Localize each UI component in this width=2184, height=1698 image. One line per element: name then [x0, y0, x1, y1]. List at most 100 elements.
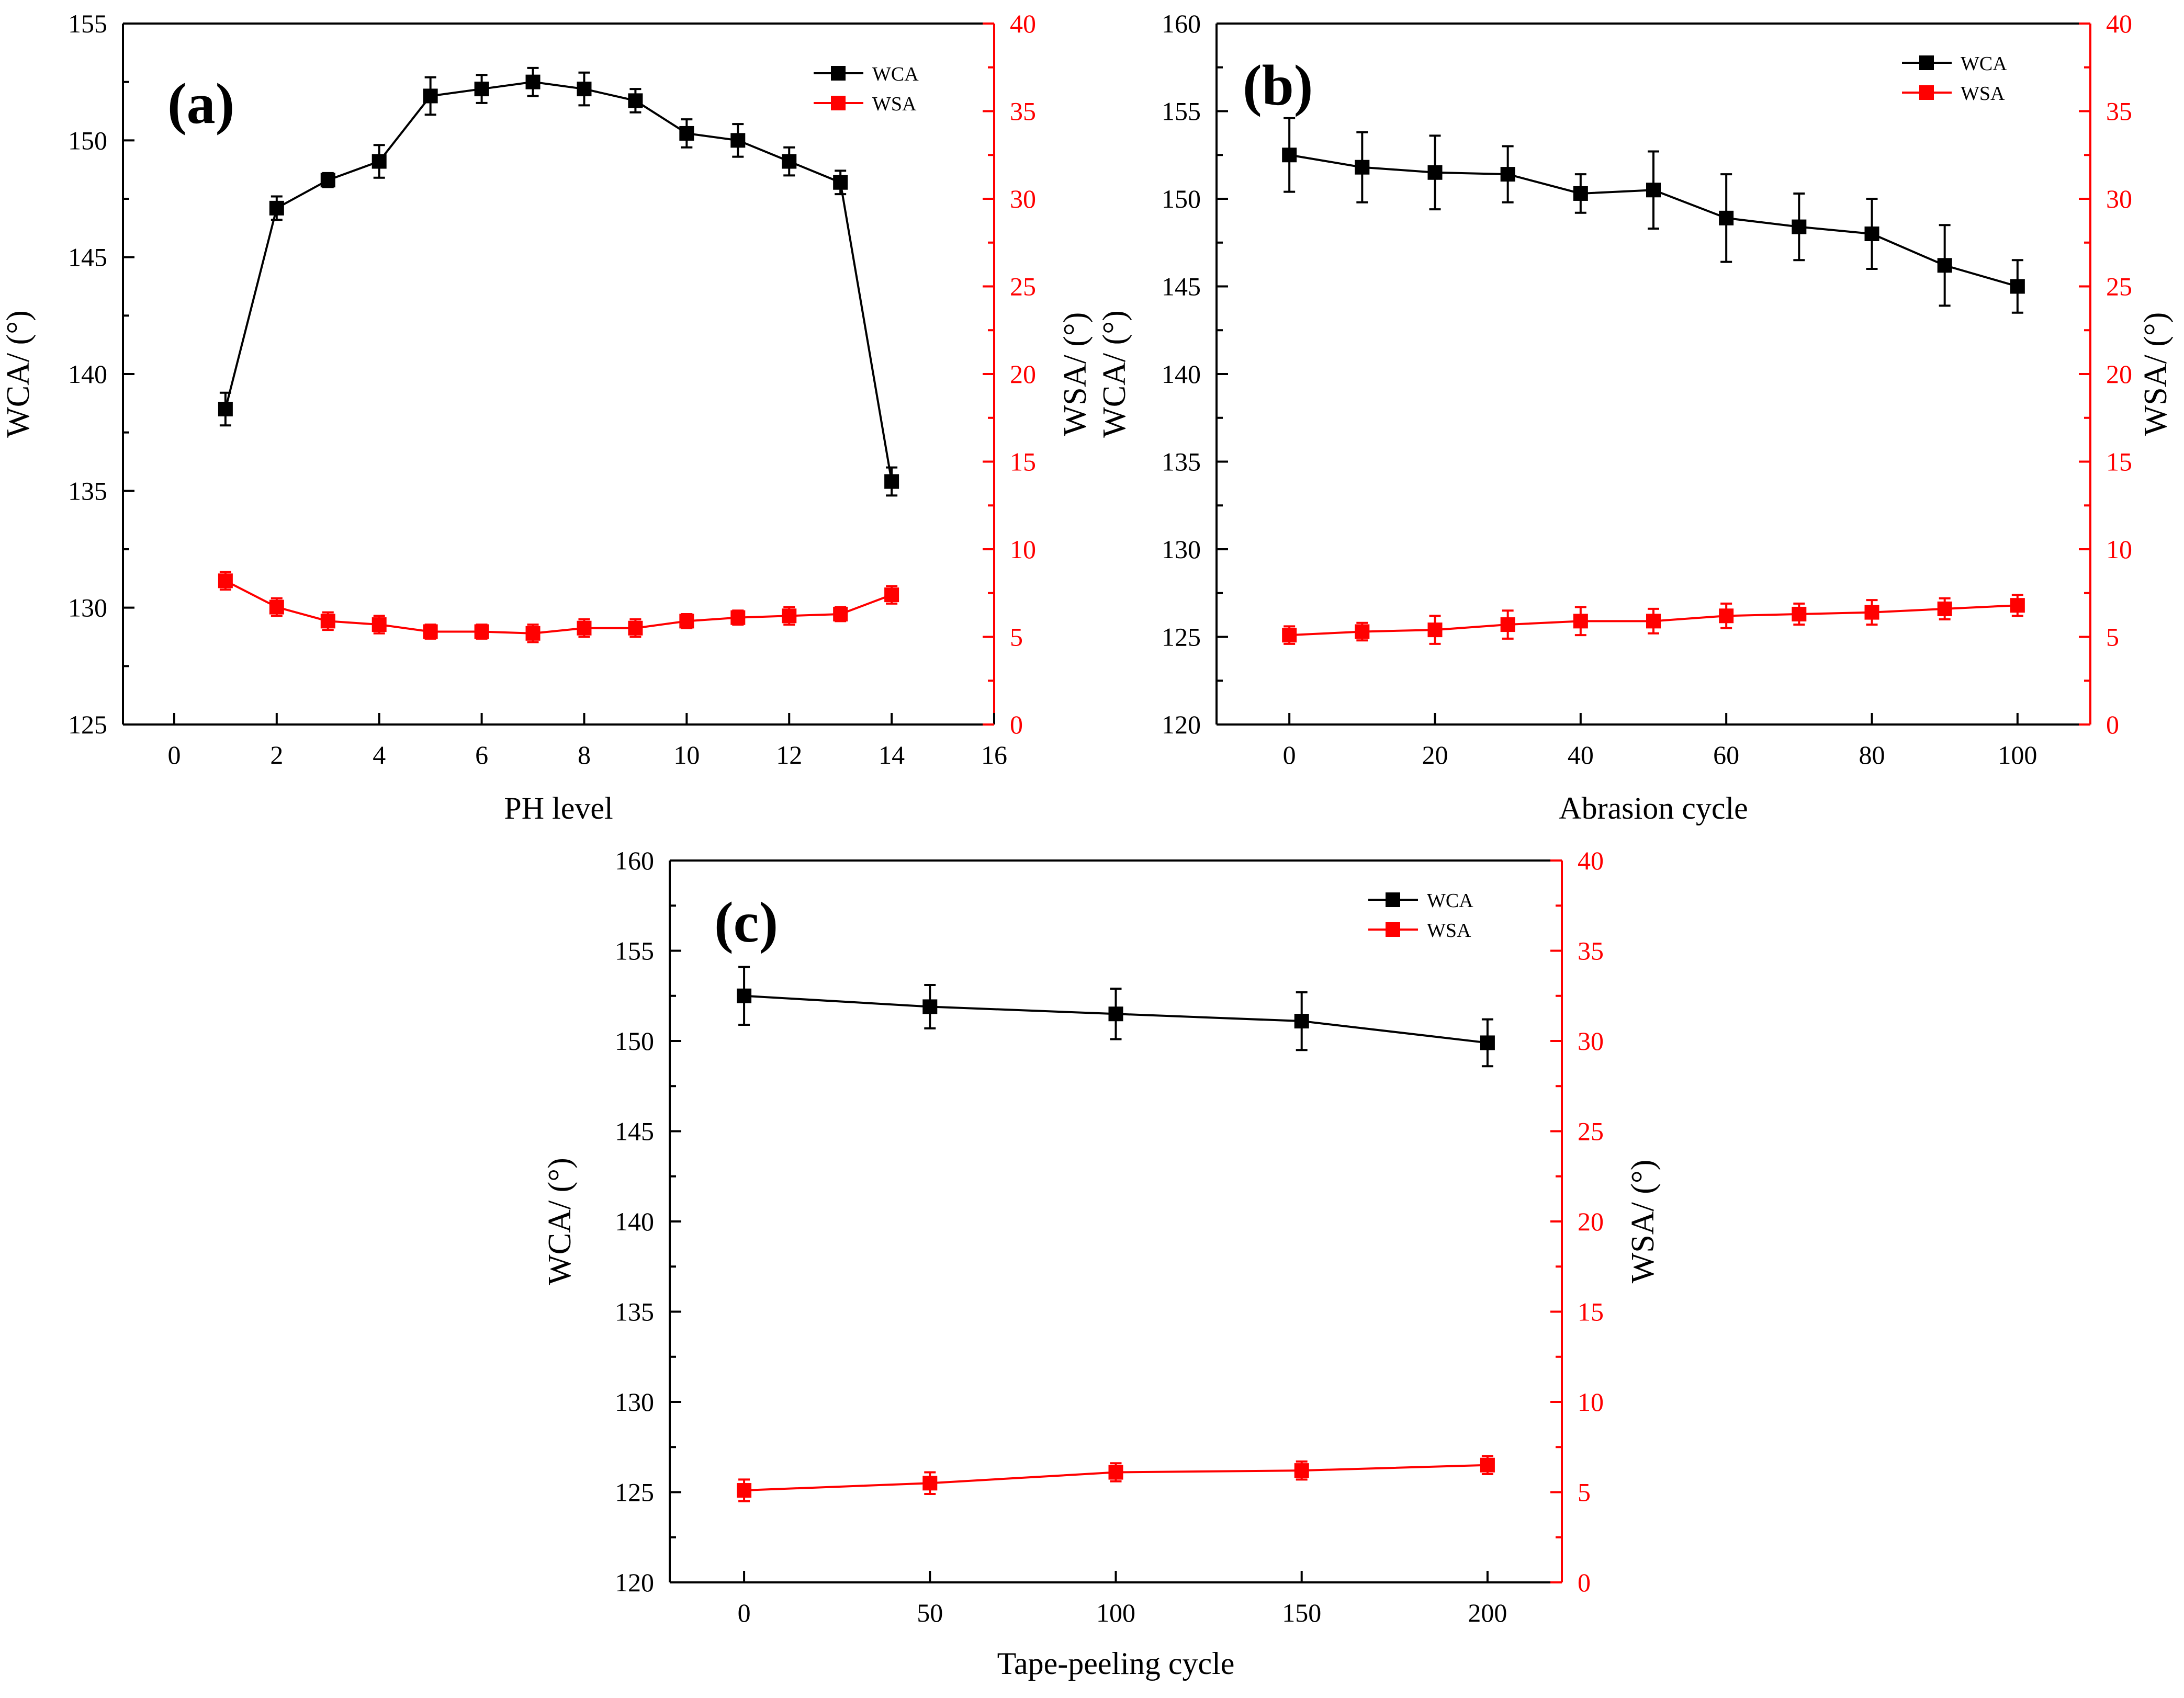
y-right-tick-label: 10 [1578, 1387, 1604, 1417]
x-tick-label: 100 [1998, 740, 2037, 769]
data-point-wca [782, 154, 797, 169]
x-axis-title: PH level [504, 791, 613, 825]
y-left-tick-label: 150 [1162, 184, 1201, 213]
y-left-tick-label: 140 [615, 1207, 654, 1236]
y-left-tick-label: 135 [68, 476, 107, 505]
series-line-wsa [224, 580, 892, 635]
y-left-tick-label: 120 [1162, 710, 1201, 739]
chart-panel-c: 0 50 100 150 2001201251301351401451501551600… [542, 846, 1661, 1681]
data-point-wsa [423, 624, 438, 639]
data-point-wsa [628, 620, 643, 636]
data-point-wca [1646, 183, 1661, 198]
data-point-wsa [320, 614, 335, 629]
data-point-wsa [269, 599, 284, 615]
x-tick-label: 6 [475, 740, 488, 769]
chart-panel-b: 0 20 40 60 80 1001201251301351401451501551600… [1097, 9, 2174, 825]
y-right-tick-label: 25 [2106, 272, 2132, 301]
data-point-wca [1282, 148, 1297, 163]
y-left-tick-label: 150 [615, 1026, 654, 1056]
data-point-wca [269, 200, 284, 216]
y-right-tick-label: 35 [1010, 97, 1036, 126]
x-tick-label: 0 [738, 1598, 751, 1627]
y-right-axis-title: WSA/ (°) [1057, 312, 1093, 436]
data-point-wsa [1719, 608, 1734, 624]
y-left-tick-label: 140 [68, 359, 107, 389]
y-right-tick-label: 0 [1578, 1568, 1591, 1597]
data-point-wsa [1355, 624, 1370, 639]
y-left-axis-title: WCA/ (°) [1097, 310, 1132, 437]
data-point-wsa [525, 626, 541, 641]
data-point-wca [884, 474, 899, 489]
y-right-tick-label: 30 [1010, 184, 1036, 213]
x-tick-label: 2 [270, 740, 283, 769]
x-tick-label: 200 [1468, 1598, 1507, 1627]
legend-label-wsa: WSA [872, 93, 917, 115]
data-point-wsa [1646, 614, 1661, 629]
y-left-tick-label: 160 [615, 846, 654, 875]
y-right-tick-label: 35 [1578, 936, 1604, 966]
y-left-tick-label: 130 [615, 1387, 654, 1417]
data-point-wca [730, 133, 746, 148]
y-right-tick-label: 40 [1578, 846, 1604, 875]
series-line-wca [224, 81, 893, 482]
legend-label-wca: WCA [1427, 890, 1473, 912]
data-point-wca [1480, 1035, 1495, 1050]
data-point-wca [1573, 186, 1588, 201]
data-point-wsa [884, 587, 899, 603]
y-right-tick-label: 15 [1010, 447, 1036, 477]
data-point-wsa [474, 624, 489, 639]
y-left-tick-label: 130 [1162, 535, 1201, 564]
y-right-tick-label: 40 [1010, 9, 1036, 38]
legend-marker-wsa [1919, 85, 1934, 100]
y-left-tick-label: 125 [68, 710, 107, 739]
data-point-wsa [1937, 601, 1952, 616]
y-right-tick-label: 35 [2106, 97, 2132, 126]
x-tick-label: 0 [1283, 740, 1296, 769]
y-left-tick-label: 125 [1162, 622, 1201, 652]
y-right-tick-label: 5 [1010, 622, 1023, 652]
data-point-wca [1108, 1006, 1123, 1022]
x-tick-label: 8 [578, 740, 591, 769]
y-left-tick-label: 130 [68, 593, 107, 622]
data-point-wsa [782, 608, 797, 624]
data-point-wca [577, 82, 592, 97]
data-point-wca [525, 74, 541, 89]
y-right-axis-title: WSA/ (°) [2138, 312, 2174, 436]
x-tick-label: 16 [981, 740, 1007, 769]
data-point-wca [1500, 167, 1515, 182]
data-point-wsa [922, 1476, 938, 1491]
data-point-wca [1864, 227, 1879, 241]
y-right-tick-label: 5 [1578, 1478, 1591, 1507]
y-right-tick-label: 20 [1010, 359, 1036, 389]
y-right-tick-label: 0 [2106, 710, 2119, 739]
x-axis-title: Abrasion cycle [1559, 791, 1748, 825]
panel-label: (b) [1243, 53, 1313, 117]
y-right-tick-label: 20 [2106, 359, 2132, 389]
y-left-tick-label: 160 [1162, 9, 1201, 38]
data-point-wsa [730, 610, 746, 625]
x-tick-label: 12 [776, 740, 802, 769]
legend-marker-wca [1386, 892, 1400, 907]
data-point-wsa [371, 617, 387, 632]
y-left-tick-label: 150 [68, 126, 107, 155]
data-point-wca [474, 82, 489, 97]
y-left-tick-label: 155 [68, 9, 107, 38]
chart-panel-a: 0 2 4 6 8 10 12 14 16 125 130 135 140 145 150 155 0 5 10 15… [1, 9, 1093, 825]
data-point-wca [922, 999, 938, 1014]
data-point-wsa [218, 573, 233, 588]
y-left-axis-title: WCA/ (°) [1, 310, 36, 437]
y-left-tick-label: 145 [68, 243, 107, 272]
data-point-wca [1294, 1014, 1309, 1029]
data-point-wca [833, 175, 848, 190]
data-point-wca [320, 173, 335, 188]
y-left-tick-label: 140 [1162, 359, 1201, 389]
y-left-tick-label: 155 [615, 936, 654, 966]
x-tick-label: 80 [1859, 740, 1885, 769]
data-point-wsa [1864, 605, 1879, 620]
y-left-tick-label: 125 [615, 1478, 654, 1507]
data-point-wca [1719, 210, 1734, 225]
y-left-tick-label: 135 [615, 1297, 654, 1327]
data-point-wca [423, 88, 438, 104]
panel-label: (c) [714, 890, 778, 954]
y-left-tick-label: 145 [615, 1117, 654, 1146]
